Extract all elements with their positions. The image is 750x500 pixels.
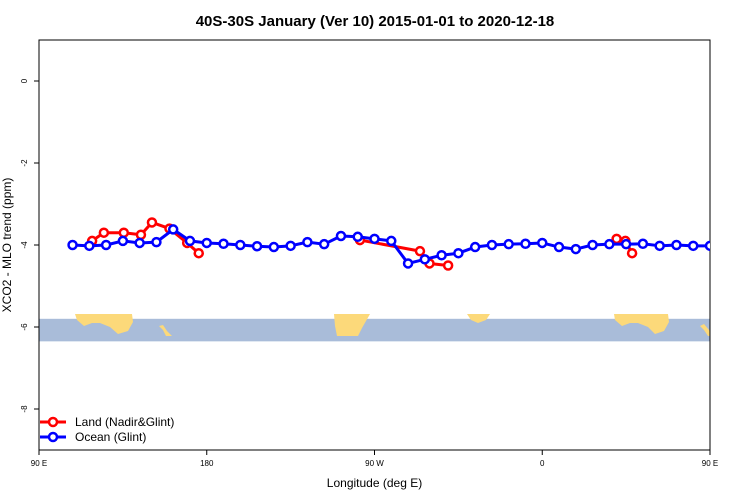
data-point	[193, 247, 204, 259]
data-point	[268, 241, 280, 253]
data-point	[442, 260, 454, 271]
data-point	[151, 236, 162, 248]
x-tick-label: 90 E	[31, 459, 47, 468]
data-point	[604, 238, 615, 250]
data-point	[436, 250, 447, 261]
data-point	[503, 238, 514, 250]
data-point	[98, 227, 110, 238]
data-point	[100, 239, 112, 251]
data-point	[486, 239, 498, 251]
data-point	[235, 239, 246, 251]
y-tick-label: -4	[20, 241, 29, 249]
data-point	[553, 241, 565, 253]
map-strip	[39, 314, 710, 342]
data-point	[251, 240, 263, 252]
y-tick-label: -8	[20, 405, 29, 413]
legend-label-ocean: Ocean (Glint)	[75, 430, 146, 444]
legend-swatch-marker-land	[47, 416, 59, 428]
data-point	[117, 235, 129, 247]
data-point	[386, 235, 397, 247]
data-point	[167, 224, 179, 235]
data-point	[414, 245, 426, 257]
data-point	[402, 258, 414, 269]
data-point	[218, 238, 229, 250]
y-tick-label: 0	[20, 78, 29, 83]
data-point	[285, 240, 296, 252]
data-point	[671, 239, 682, 251]
data-point	[419, 254, 431, 265]
data-point	[723, 241, 731, 249]
data-point	[626, 247, 638, 259]
data-point	[469, 241, 481, 253]
map-land-nz-left	[159, 325, 172, 336]
data-point	[146, 217, 158, 228]
legend-swatch-marker-ocean	[47, 431, 59, 443]
data-point	[654, 240, 665, 252]
map-land-australia-right	[614, 314, 669, 334]
data-point	[335, 230, 347, 242]
data-point	[704, 240, 710, 252]
data-point	[135, 229, 147, 240]
data-point	[84, 240, 95, 252]
data-point	[352, 231, 363, 243]
map-ocean	[39, 318, 710, 342]
x-tick-label: 180	[200, 459, 214, 468]
series-layer	[67, 217, 748, 271]
y-tick-label: -6	[20, 323, 29, 331]
x-axis-label: Longitude (deg E)	[327, 476, 422, 490]
map-land-south-america	[334, 314, 370, 336]
data-point	[318, 238, 330, 250]
data-point	[740, 239, 748, 247]
data-point	[369, 233, 380, 245]
data-point	[302, 236, 313, 248]
map-land-australia-left	[75, 314, 133, 334]
data-point	[453, 247, 464, 259]
legend-label-land: Land (Nadir&Glint)	[75, 415, 174, 429]
data-point	[118, 227, 130, 238]
data-point	[520, 238, 531, 250]
x-tick-label: 90 W	[365, 459, 384, 468]
data-point	[587, 239, 598, 251]
x-tick-label: 90 E	[702, 459, 718, 468]
y-axis-label: XCO2 - MLO trend (ppm)	[0, 178, 14, 313]
data-point	[537, 237, 548, 249]
data-point	[620, 238, 632, 250]
axes: 90 E 180 90 W 0 90 E 0 -2 -4 -6 -8	[20, 78, 718, 468]
data-point	[201, 237, 212, 249]
data-point	[687, 240, 699, 252]
data-point	[637, 238, 649, 250]
map-land-africa	[467, 314, 490, 323]
data-point	[134, 237, 145, 249]
legend: Land (Nadir&Glint) Ocean (Glint)	[40, 415, 174, 444]
map-land-nz-right	[700, 324, 710, 336]
chart-title: 40S-30S January (Ver 10) 2015-01-01 to 2…	[196, 13, 555, 30]
data-point	[184, 235, 196, 247]
data-point	[570, 243, 582, 255]
series-ocean	[67, 224, 748, 269]
y-tick-label: -2	[20, 159, 29, 167]
data-point	[67, 239, 78, 251]
x-tick-label: 0	[540, 459, 545, 468]
